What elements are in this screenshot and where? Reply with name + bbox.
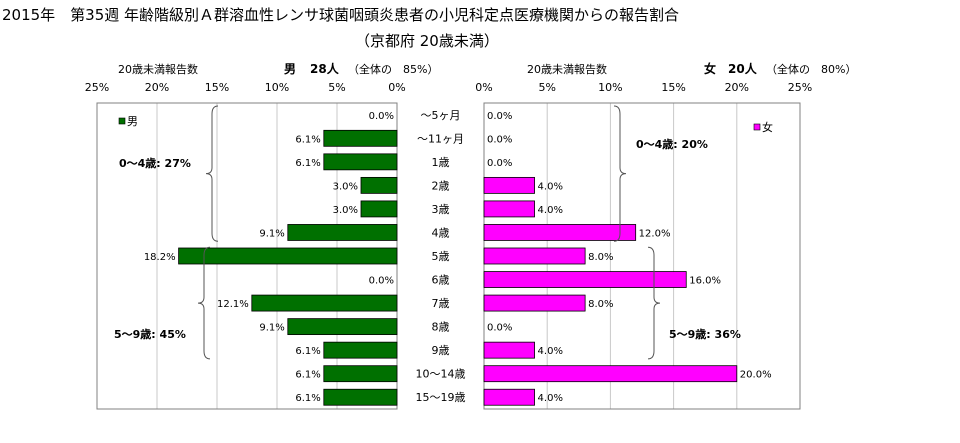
male-bar (178, 247, 398, 265)
x-tick-label: 15% (205, 81, 229, 94)
bars (178, 129, 738, 406)
male-bar (323, 341, 398, 359)
female-bar (483, 271, 687, 288)
female-bar (483, 365, 738, 383)
female-data-label: 16.0% (689, 276, 721, 287)
male-header-count: 28人 (310, 62, 339, 76)
female-bar (483, 200, 535, 218)
category-label: 1歳 (432, 156, 450, 169)
female-bar (483, 247, 586, 265)
female-bar (483, 176, 535, 194)
female-bracket-5-9 (647, 246, 661, 360)
male-data-label: 3.0% (333, 205, 358, 216)
male-data-label: 6.1% (295, 158, 320, 169)
male-header-label: 20歳未満報告数 (118, 63, 198, 76)
male-bracket-label-0-4: 0～4歳: 27% (119, 156, 191, 170)
chart-title: 2015年 第35週 年齢階級別Ａ群溶血性レンサ球菌咽頭炎患者の小児科定点医療機… (2, 6, 680, 24)
male-data-label: 0.0% (369, 111, 394, 122)
category-label: 4歳 (432, 226, 450, 239)
female-data-label: 0.0% (487, 323, 512, 334)
x-tick-label: 0% (475, 81, 492, 94)
x-tick-label: 10% (598, 81, 622, 94)
male-data-label: 9.1% (259, 228, 284, 239)
male-header-share: （全体の 85%） (348, 63, 439, 76)
chart-subtitle: （京都府 20歳未満） (355, 32, 499, 50)
female-bar (483, 388, 535, 406)
female-bar (483, 341, 535, 359)
category-label: 7歳 (432, 297, 450, 310)
male-data-label: 3.0% (333, 181, 358, 192)
male-data-label: 6.1% (295, 134, 320, 145)
male-bar (360, 200, 398, 218)
x-tick-label: 20% (725, 81, 749, 94)
female-data-label: 8.0% (588, 299, 613, 310)
male-data-label: 6.1% (295, 393, 320, 404)
x-tick-label: 25% (788, 81, 812, 94)
male-bar (323, 388, 398, 406)
category-label: 9歳 (432, 344, 450, 357)
male-data-label: 18.2% (144, 252, 176, 263)
x-tick-label: 5% (328, 81, 345, 94)
category-label: ～11ヶ月 (417, 132, 464, 145)
male-data-label: 6.1% (295, 346, 320, 357)
male-bracket-label-5-9: 5～9歳: 45% (114, 327, 186, 341)
female-header-share: （全体の 80%） (766, 63, 857, 76)
category-label: 3歳 (432, 203, 450, 216)
female-bar (483, 224, 637, 241)
male-legend-swatch (118, 117, 126, 125)
x-tick-labels: 25% 20% 15% 10% 5% 0% 0% 5% 10% 15% 20% 25% (85, 81, 812, 94)
female-header-count: 20人 (728, 62, 757, 76)
female-data-label: 4.0% (538, 346, 563, 357)
male-data-label: 9.1% (259, 323, 284, 334)
x-tick-label: 0% (388, 81, 405, 94)
data-labels: 0.0% 0.0% 6.1% 0.0% 6.1% 0.0% 3.0% 4.0% 3.0% 4.0%… (144, 111, 772, 404)
female-bracket-label-0-4: 0～4歳: 20% (636, 137, 708, 151)
female-data-label: 20.0% (740, 370, 772, 381)
x-tick-label: 20% (145, 81, 169, 94)
category-label: 2歳 (432, 179, 450, 192)
male-bar (323, 365, 398, 383)
male-bar (360, 176, 398, 194)
x-tick-label: 15% (661, 81, 685, 94)
female-data-label: 0.0% (487, 158, 512, 169)
female-bracket-label-5-9: 5～9歳: 36% (669, 327, 741, 341)
male-bar (323, 129, 398, 147)
male-data-label: 0.0% (369, 276, 394, 287)
female-legend-label: 女 (762, 120, 773, 134)
female-header-sex: 女 (704, 62, 717, 76)
male-header-sex: 男 (284, 62, 297, 76)
female-legend-swatch (753, 123, 761, 131)
x-tick-label: 25% (85, 81, 109, 94)
category-label: 6歳 (432, 274, 450, 287)
male-data-label: 6.1% (295, 370, 320, 381)
male-legend-label: 男 (127, 115, 138, 128)
female-data-label: 4.0% (538, 205, 563, 216)
female-bracket-0-4 (613, 105, 627, 242)
male-bar (287, 318, 398, 336)
male-bracket-0-4 (205, 105, 219, 242)
female-bar (483, 294, 586, 312)
male-bracket-5-9 (197, 246, 211, 360)
category-label: 10～14歳 (416, 368, 466, 381)
female-data-label: 8.0% (588, 252, 613, 263)
category-label: ～5ヶ月 (421, 109, 461, 122)
brackets-and-legends: 男 女 0～4歳: 27% 5～9歳: 45% 0～4歳: 20% 5～9歳: 36% (114, 105, 773, 360)
male-bar (323, 153, 398, 171)
female-header-label: 20歳未満報告数 (527, 63, 607, 76)
x-tick-label: 5% (538, 81, 555, 94)
x-tick-label: 10% (265, 81, 289, 94)
male-bar (251, 294, 398, 312)
female-data-label: 12.0% (639, 228, 671, 239)
category-labels: ～5ヶ月 ～11ヶ月 1歳 2歳 3歳 4歳 5歳 6歳 7歳 8歳 9歳 10～14歳 15～19歳 (416, 109, 466, 404)
male-bar (287, 224, 398, 241)
female-data-label: 4.0% (538, 181, 563, 192)
female-data-label: 0.0% (487, 134, 512, 145)
female-data-label: 4.0% (538, 393, 563, 404)
category-label: 5歳 (432, 250, 450, 263)
male-data-label: 12.1% (217, 299, 249, 310)
category-label: 8歳 (432, 321, 450, 334)
category-label: 15～19歳 (416, 391, 466, 404)
female-data-label: 0.0% (487, 111, 512, 122)
